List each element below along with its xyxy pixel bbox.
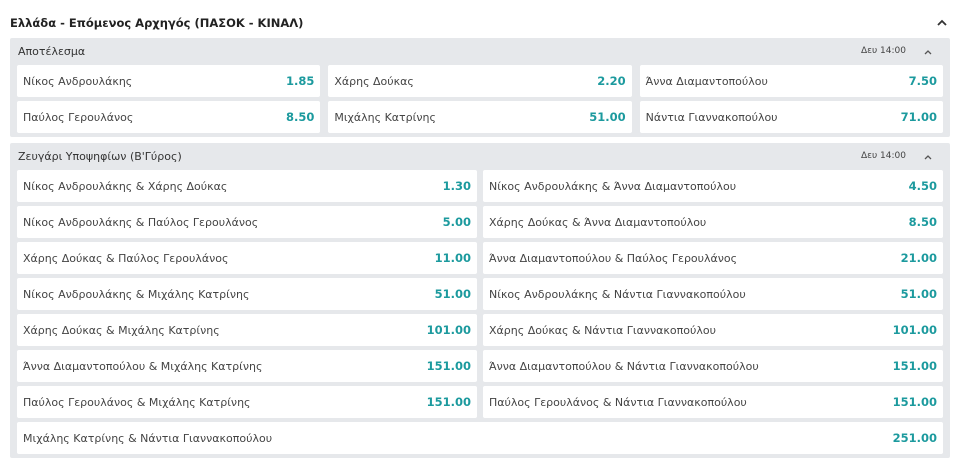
odds-value: 21.00	[900, 251, 937, 265]
odds-button[interactable]: Χάρης Δούκας & Άννα Διαμαντοπούλου 8.50	[483, 206, 943, 238]
odds-value: 4.50	[908, 179, 937, 193]
market-section: Ζευγάρι Υποψηφίων (Β'Γύρος) Δευ 14:00 Νίκο…	[10, 143, 950, 458]
selection-label: Παύλος Γερουλάνος & Νάντια Γιαννακοπούλο…	[489, 395, 747, 409]
selection-label: Παύλος Γερουλάνος	[23, 110, 134, 124]
odds-button[interactable]: Άννα Διαμαντοπούλου 7.50	[639, 65, 943, 97]
odds-button[interactable]: Νίκος Ανδρουλάκης & Άννα Διαμαντοπούλου 4…	[483, 170, 943, 202]
selection-label: Νίκος Ανδρουλάκης & Χάρης Δούκας	[23, 179, 228, 193]
selection-label: Νάντια Γιαννακοπούλου	[645, 110, 778, 124]
odds-button[interactable]: Παύλος Γερουλάνος & Μιχάλης Κατρίνης 151.…	[17, 386, 477, 418]
selection-label: Νίκος Ανδρουλάκης & Μιχάλης Κατρίνης	[23, 287, 250, 301]
selection-label: Χάρης Δούκας	[334, 74, 414, 88]
selection-label: Άννα Διαμαντοπούλου & Νάντια Γιαννακοπού…	[489, 359, 759, 373]
odds-value: 1.85	[285, 74, 315, 88]
odds-value: 51.00	[434, 287, 471, 301]
market-title: Ελλάδα - Επόμενος Αρχηγός (ΠΑΣΟΚ - ΚΙΝΑΛ…	[10, 16, 304, 30]
odds-value: 51.00	[589, 110, 626, 124]
odds-button[interactable]: Νίκος Ανδρουλάκης & Παύλος Γερουλάνος 5.0…	[17, 206, 477, 238]
odds-button[interactable]: Άννα Διαμαντοπούλου & Νάντια Γιαννακοπού…	[483, 350, 943, 382]
odds-value: 151.00	[426, 395, 471, 409]
odds-button[interactable]: Νίκος Ανδρουλάκης & Χάρης Δούκας 1.30	[17, 170, 477, 202]
odds-value: 51.00	[900, 287, 937, 301]
odds-value: 151.00	[892, 359, 937, 373]
odds-grid: Νίκος Ανδρουλάκης & Χάρης Δούκας 1.30 Νίκο…	[10, 170, 950, 458]
market-section: Αποτέλεσμα Δευ 14:00 Νίκος Ανδρουλάκης 1.85…	[10, 38, 950, 137]
odds-value: 151.00	[426, 359, 471, 373]
odds-button[interactable]: Χάρης Δούκας & Παύλος Γερουλάνος 11.00	[17, 242, 477, 274]
selection-label: Νίκος Ανδρουλάκης	[23, 74, 133, 88]
odds-button[interactable]: Άννα Διαμαντοπούλου & Μιχάλης Κατρίνης 15…	[17, 350, 477, 382]
selection-label: Νίκος Ανδρουλάκης & Νάντια Γιαννακοπούλο…	[489, 287, 746, 301]
selection-label: Άννα Διαμαντοπούλου	[645, 74, 768, 88]
odds-button[interactable]: Μιχάλης Κατρίνης & Νάντια Γιαννακοπούλου…	[17, 422, 943, 454]
odds-value: 8.50	[908, 215, 937, 229]
collapse-icon[interactable]	[936, 17, 948, 29]
odds-value: 101.00	[426, 323, 471, 337]
selection-label: Χάρης Δούκας & Μιχάλης Κατρίνης	[23, 323, 220, 337]
section-title: Ζευγάρι Υποψηφίων (Β'Γύρος)	[18, 150, 182, 163]
odds-value: 1.30	[442, 179, 471, 193]
odds-button[interactable]: Χάρης Δούκας & Μιχάλης Κατρίνης 101.00	[17, 314, 477, 346]
selection-label: Άννα Διαμαντοπούλου & Παύλος Γερουλάνος	[489, 251, 738, 265]
section-title: Αποτέλεσμα	[18, 45, 86, 58]
odds-button[interactable]: Παύλος Γερουλάνος & Νάντια Γιαννακοπούλο…	[483, 386, 943, 418]
odds-button[interactable]: Χάρης Δούκας & Νάντια Γιαννακοπούλου 101.…	[483, 314, 943, 346]
odds-grid: Νίκος Ανδρουλάκης 1.85 Χάρης Δούκας 2.20 Άνν…	[10, 65, 950, 137]
collapse-icon[interactable]	[922, 151, 934, 163]
odds-value: 5.00	[442, 215, 471, 229]
odds-button[interactable]: Άννα Διαμαντοπούλου & Παύλος Γερουλάνος 2…	[483, 242, 943, 274]
selection-label: Μιχάλης Κατρίνης & Νάντια Γιαννακοπούλου	[23, 431, 273, 445]
odds-value: 251.00	[892, 431, 937, 445]
odds-button[interactable]: Νίκος Ανδρουλάκης & Μιχάλης Κατρίνης 51.0…	[17, 278, 477, 310]
odds-value: 7.50	[908, 74, 937, 88]
odds-button[interactable]: Μιχάλης Κατρίνης 51.00	[328, 101, 632, 133]
selection-label: Χάρης Δούκας & Άννα Διαμαντοπούλου	[489, 215, 707, 229]
odds-button[interactable]: Νίκος Ανδρουλάκης & Νάντια Γιαννακοπούλο…	[483, 278, 943, 310]
odds-button[interactable]: Χάρης Δούκας 2.20	[328, 65, 632, 97]
selection-label: Νίκος Ανδρουλάκης & Άννα Διαμαντοπούλου	[489, 179, 737, 193]
header: Ελλάδα - Επόμενος Αρχηγός (ΠΑΣΟΚ - ΚΙΝΑΛ…	[10, 14, 948, 32]
section-time: Δευ 14:00	[860, 151, 906, 161]
collapse-icon[interactable]	[922, 46, 934, 58]
section-header: Αποτέλεσμα Δευ 14:00	[10, 38, 950, 65]
odds-value: 151.00	[892, 395, 937, 409]
odds-button[interactable]: Παύλος Γερουλάνος 8.50	[17, 101, 321, 133]
odds-value: 8.50	[285, 110, 315, 124]
odds-button[interactable]: Νάντια Γιαννακοπούλου 71.00	[639, 101, 943, 133]
odds-value: 11.00	[434, 251, 471, 265]
selection-label: Άννα Διαμαντοπούλου & Μιχάλης Κατρίνης	[23, 359, 263, 373]
section-header: Ζευγάρι Υποψηφίων (Β'Γύρος) Δευ 14:00	[10, 143, 950, 170]
odds-value: 71.00	[900, 110, 937, 124]
section-time: Δευ 14:00	[860, 46, 906, 56]
selection-label: Μιχάλης Κατρίνης	[334, 110, 436, 124]
selection-label: Χάρης Δούκας & Παύλος Γερουλάνος	[23, 251, 229, 265]
odds-button[interactable]: Νίκος Ανδρουλάκης 1.85	[17, 65, 321, 97]
odds-value: 2.20	[597, 74, 626, 88]
selection-label: Χάρης Δούκας & Νάντια Γιαννακοπούλου	[489, 323, 716, 337]
odds-value: 101.00	[892, 323, 937, 337]
selection-label: Παύλος Γερουλάνος & Μιχάλης Κατρίνης	[23, 395, 251, 409]
selection-label: Νίκος Ανδρουλάκης & Παύλος Γερουλάνος	[23, 215, 259, 229]
